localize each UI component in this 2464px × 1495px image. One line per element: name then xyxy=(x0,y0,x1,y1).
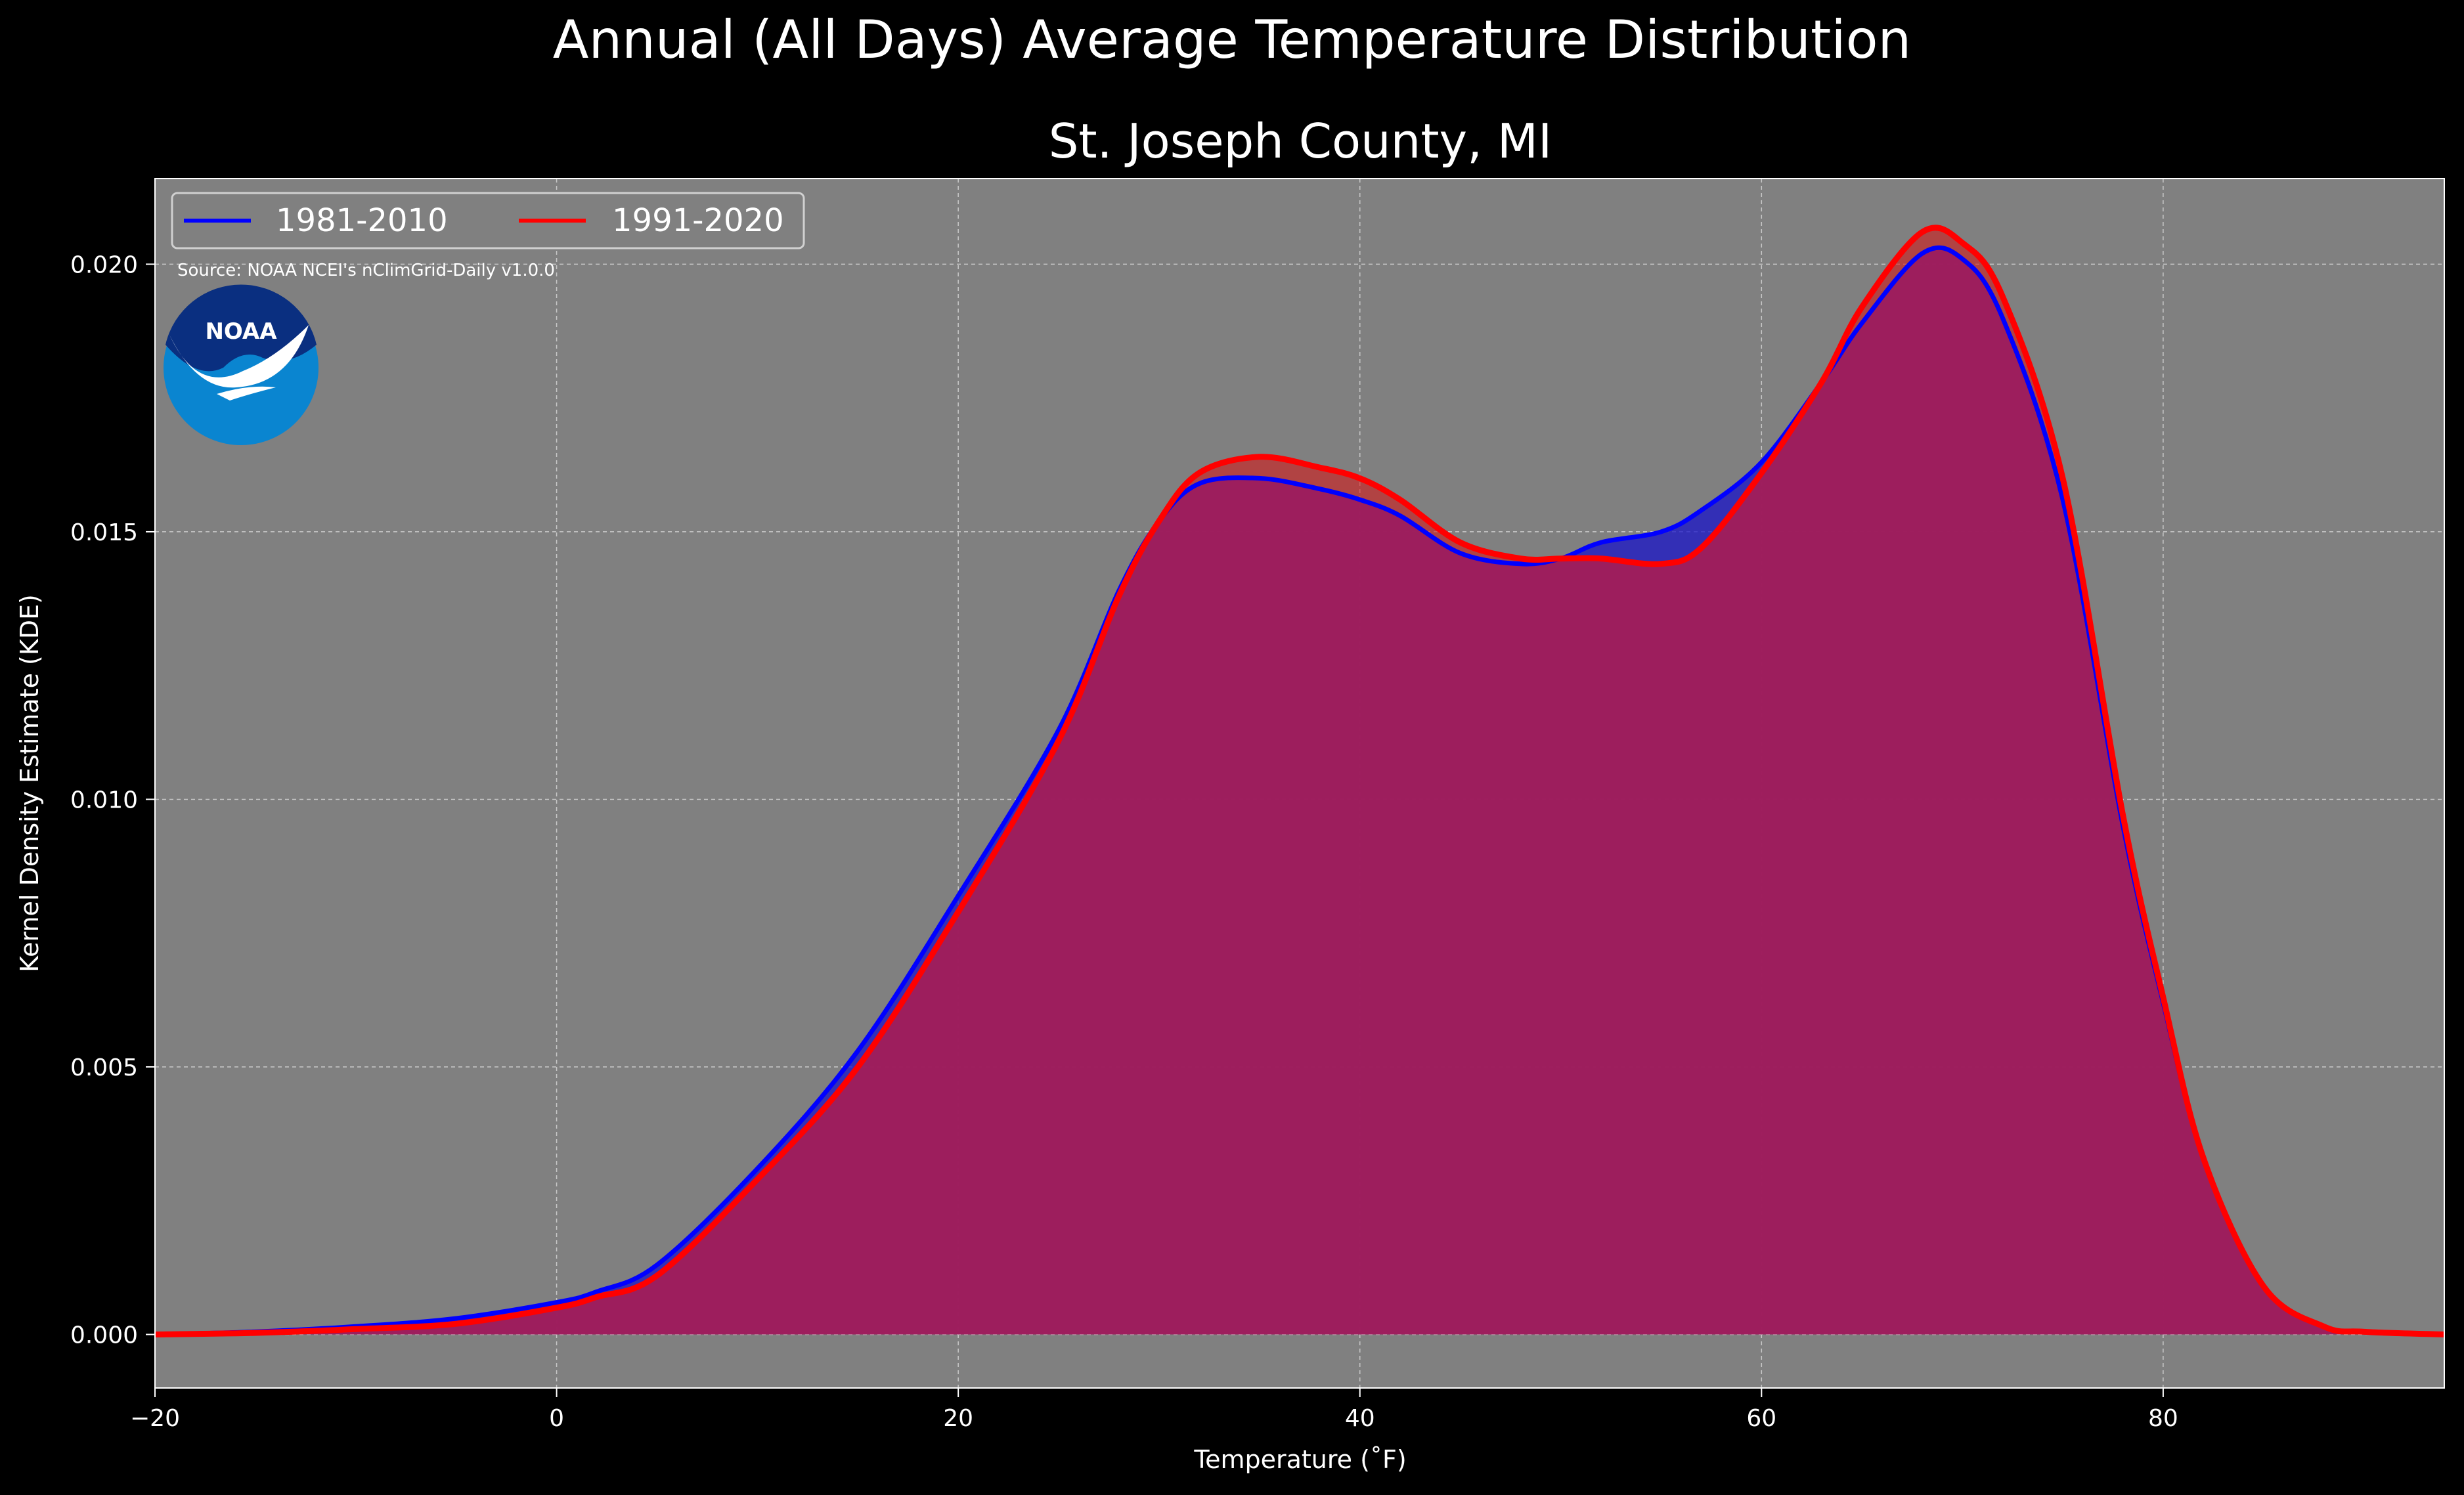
x-axis: −20 0 20 40 60 80 xyxy=(130,1388,2178,1432)
chart-suptitle: Annual (All Days) Average Temperature Di… xyxy=(553,9,1911,70)
x-tick-label: 0 xyxy=(549,1405,564,1432)
legend-label-1981-2010: 1981-2010 xyxy=(276,202,448,239)
y-tick-label: 0.000 xyxy=(70,1322,138,1349)
x-axis-label: Temperature (˚F) xyxy=(1193,1445,1406,1474)
noaa-logo-text: NOAA xyxy=(205,318,277,345)
legend-box xyxy=(171,192,805,249)
y-tick-label: 0.015 xyxy=(70,519,138,546)
x-tick-label: 60 xyxy=(1746,1405,1776,1432)
overlap-fill xyxy=(155,248,2444,1335)
y-axis: 0.000 0.005 0.010 0.015 0.020 xyxy=(70,251,155,1349)
plot-frame xyxy=(154,178,2445,1389)
y-tick-label: 0.010 xyxy=(70,787,138,813)
series-fills xyxy=(155,227,2444,1335)
legend: 1981-2010 1991-2020 xyxy=(171,192,805,249)
noaa-logo: NOAA xyxy=(164,284,319,445)
series-lines xyxy=(154,225,2445,1337)
source-note: Source: NOAA NCEI's nClimGrid-Daily v1.0… xyxy=(177,261,555,280)
noaa-logo-top xyxy=(165,284,317,372)
legend-label-1991-2020: 1991-2020 xyxy=(612,202,784,239)
chart-title: St. Joseph County, MI xyxy=(1049,114,1552,169)
y-tick-label: 0.020 xyxy=(70,251,138,278)
noaa-logo-gull xyxy=(217,386,276,401)
x-tick-label: 40 xyxy=(1345,1405,1375,1432)
x-tick-label: 20 xyxy=(943,1405,973,1432)
series-line-1991-2020 xyxy=(154,225,2445,1337)
x-tick-label: −20 xyxy=(130,1405,180,1432)
noaa-logo-wave xyxy=(169,325,309,388)
y-tick-label: 0.005 xyxy=(70,1054,138,1081)
x-tick-label: 80 xyxy=(2148,1405,2178,1432)
y-axis-label: Kernel Density Estimate (KDE) xyxy=(15,594,44,972)
